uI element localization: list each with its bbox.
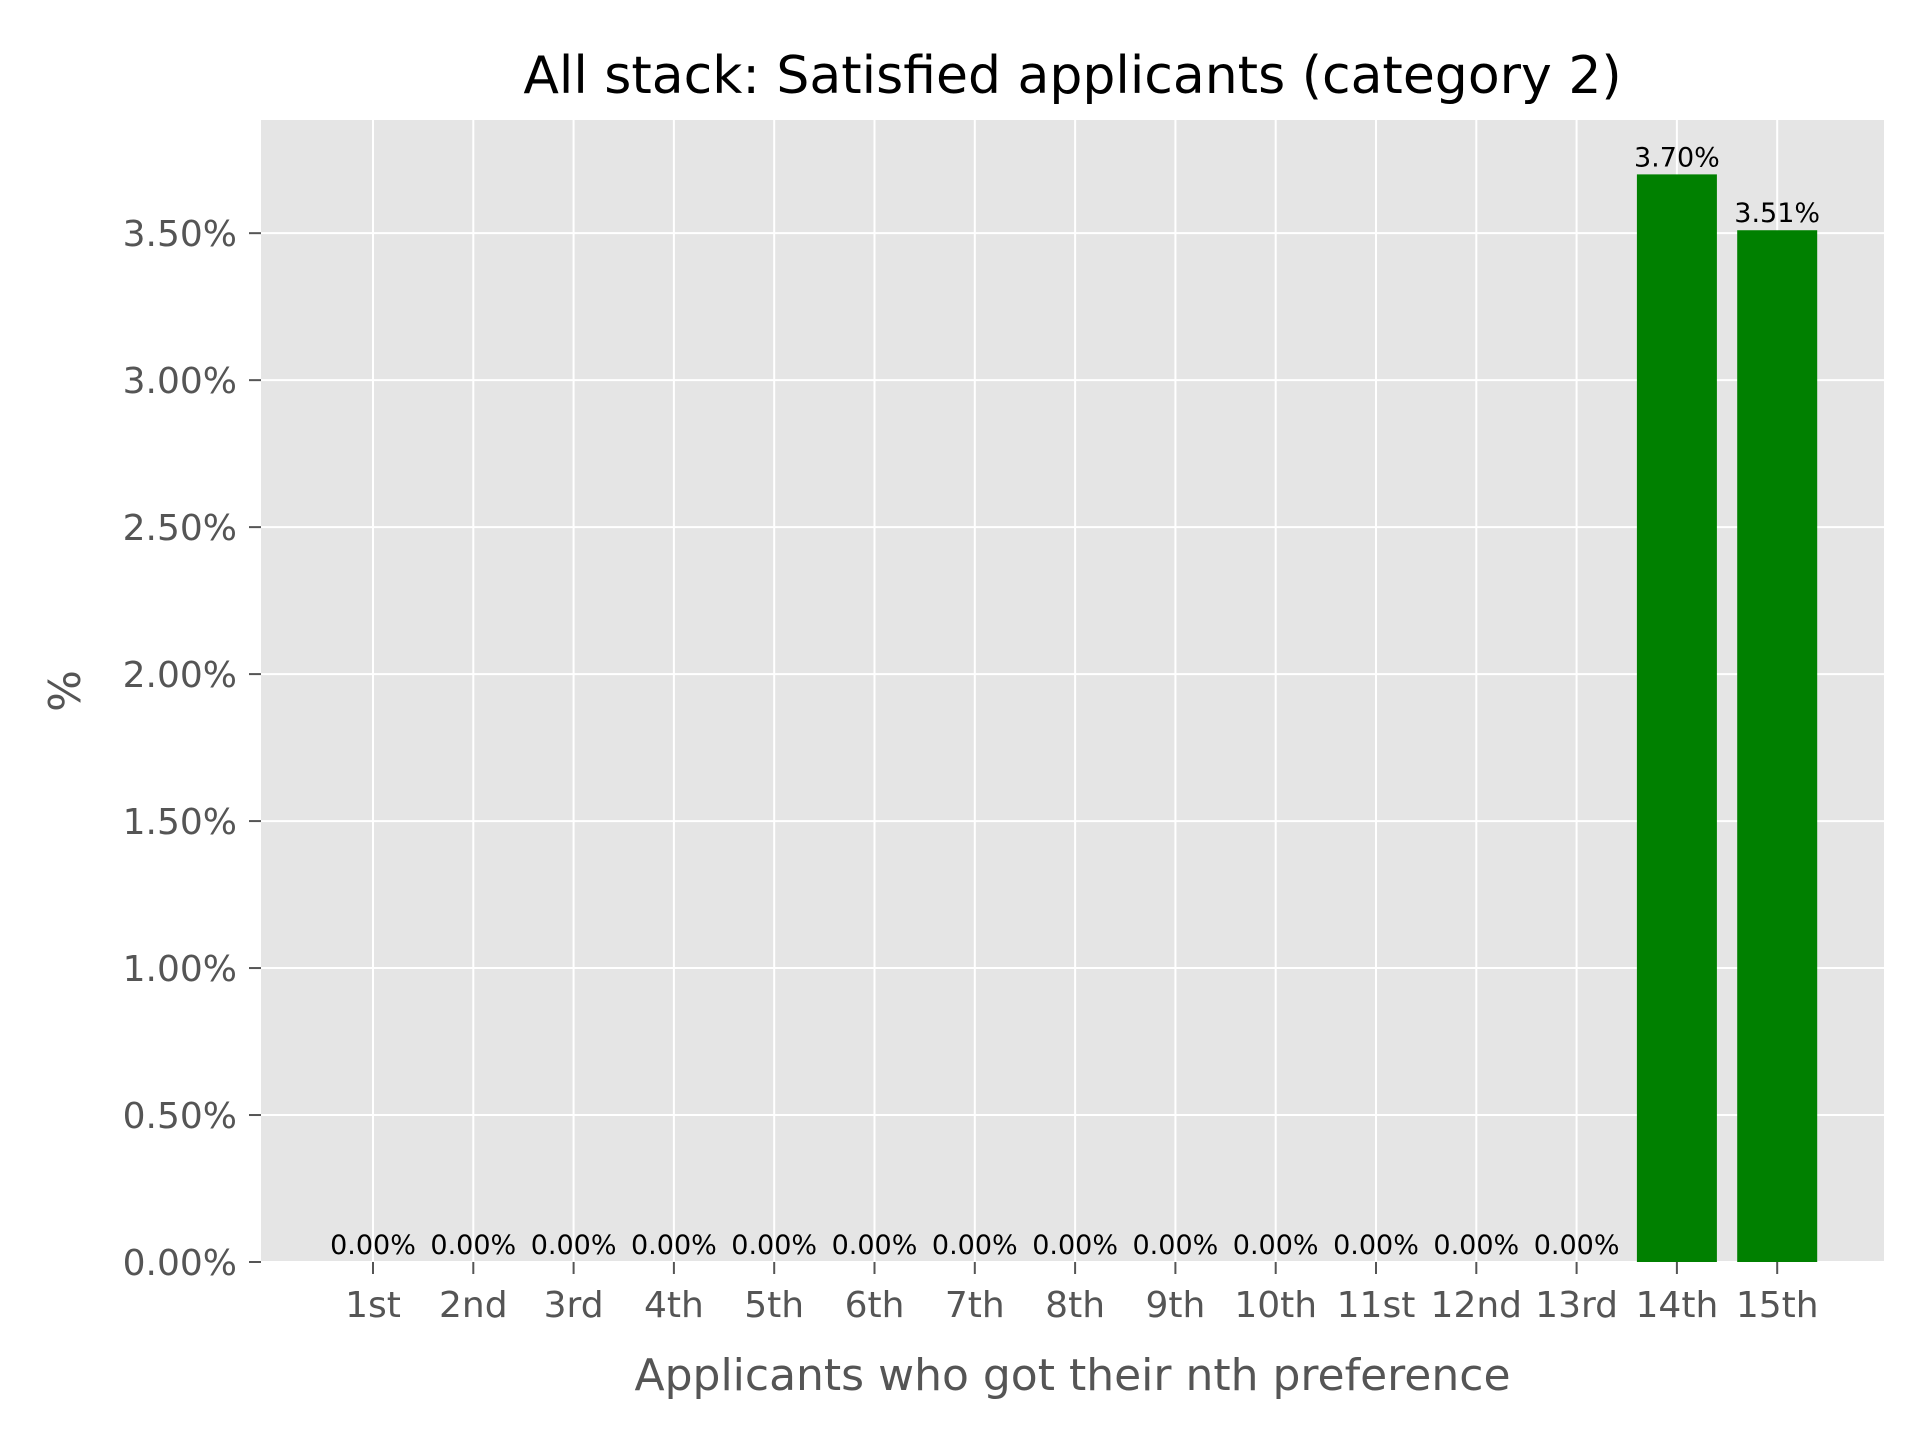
bars [1636, 174, 1818, 1262]
data-labels: 0.00% 0.00% 0.00% 0.00% 0.00% 0.00% 0.00% 0.00%… [330, 142, 1820, 1261]
x-axis-ticks: 1st 2nd 3rd 4th 5th 6th 7th 8th 9th 10th 11st 12nd 1… [345, 1262, 1819, 1326]
bar-value-label: 0.00% [631, 1230, 717, 1261]
x-tick-label: 14th [1636, 1285, 1719, 1326]
bar-value-label: 0.00% [1133, 1230, 1219, 1261]
y-tick-label: 2.00% [123, 655, 237, 696]
x-tick-label: 8th [1045, 1285, 1105, 1326]
x-tick-label: 1st [345, 1285, 401, 1326]
x-tick-label: 12nd [1431, 1285, 1522, 1326]
bar-value-label: 0.00% [531, 1230, 617, 1261]
x-tick-label: 10th [1234, 1285, 1317, 1326]
y-tick-label: 3.50% [123, 214, 237, 255]
y-tick-label: 1.00% [123, 949, 237, 990]
x-tick-label: 13rd [1535, 1285, 1618, 1326]
bar-value-label: 0.00% [1433, 1230, 1519, 1261]
y-tick-label: 0.00% [123, 1243, 237, 1284]
x-tick-label: 5th [744, 1285, 804, 1326]
y-tick-label: 2.50% [123, 508, 237, 549]
bar-value-label: 0.00% [430, 1230, 516, 1261]
y-tick-label: 3.00% [123, 361, 237, 402]
x-tick-label: 2nd [439, 1285, 508, 1326]
x-tick-label: 7th [945, 1285, 1005, 1326]
bar-value-label: 0.00% [932, 1230, 1018, 1261]
bar-value-label: 3.51% [1734, 198, 1820, 229]
y-tick-label: 1.50% [123, 802, 237, 843]
bar-value-label: 0.00% [330, 1230, 416, 1261]
y-axis-label: % [40, 670, 91, 712]
x-axis-label: Applicants who got their nth preference [634, 1350, 1510, 1401]
bar [1737, 230, 1818, 1262]
bar-value-label: 3.70% [1634, 142, 1720, 173]
bar-value-label: 0.00% [731, 1230, 817, 1261]
bar-value-label: 0.00% [1534, 1230, 1620, 1261]
x-tick-label: 4th [644, 1285, 704, 1326]
x-tick-label: 11st [1337, 1285, 1416, 1326]
chart-title: All stack: Satisfied applicants (categor… [523, 46, 1621, 106]
bar [1636, 174, 1717, 1262]
x-tick-label: 15th [1736, 1285, 1819, 1326]
y-axis-ticks: 0.00% 0.50% 1.00% 1.50% 2.00% 2.50% 3.00% 3.50% [123, 214, 261, 1284]
bar-value-label: 0.00% [1233, 1230, 1319, 1261]
bar-value-label: 0.00% [1032, 1230, 1118, 1261]
bar-value-label: 0.00% [1333, 1230, 1419, 1261]
x-tick-label: 9th [1145, 1285, 1205, 1326]
y-tick-label: 0.50% [123, 1096, 237, 1137]
bar-value-label: 0.00% [832, 1230, 918, 1261]
x-tick-label: 6th [845, 1285, 905, 1326]
plot-area [261, 120, 1884, 1262]
x-tick-label: 3rd [544, 1285, 604, 1326]
